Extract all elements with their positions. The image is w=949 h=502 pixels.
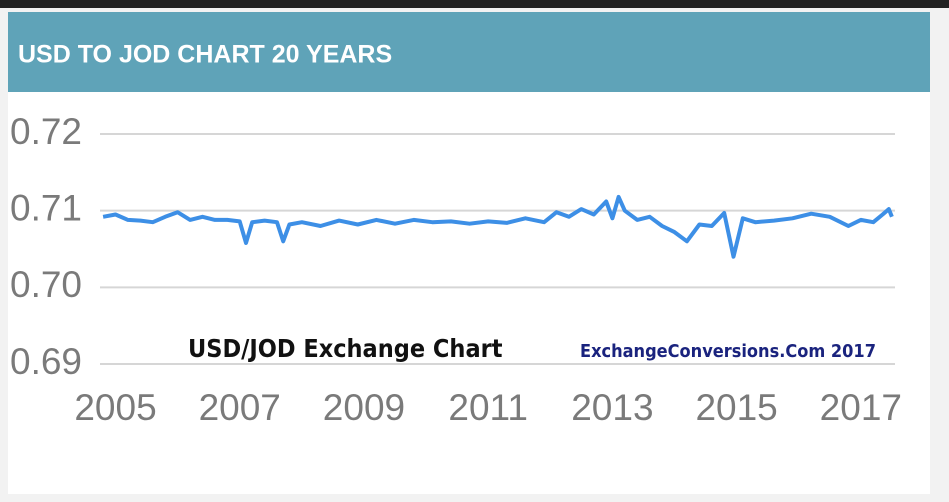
y-tick-label: 0.72 bbox=[10, 111, 82, 152]
x-tick-label: 2005 bbox=[74, 387, 156, 428]
x-tick-label: 2009 bbox=[323, 387, 405, 428]
top-border bbox=[0, 0, 949, 8]
chart-title: USD TO JOD CHART 20 YEARS bbox=[18, 41, 392, 69]
y-tick-label: 0.69 bbox=[10, 341, 82, 382]
card bbox=[8, 12, 930, 494]
y-tick-label: 0.71 bbox=[10, 187, 82, 228]
x-tick-label: 2011 bbox=[448, 387, 528, 428]
x-tick-label: 2015 bbox=[695, 387, 777, 428]
x-tick-label: 2017 bbox=[820, 387, 902, 428]
annotation: ExchangeConversions.Com 2017 bbox=[580, 341, 876, 362]
plot: 0.69 0.70 0.71 0.72 2005 2007 2009 2011 2013 2015… bbox=[10, 111, 902, 428]
y-tick-label: 0.70 bbox=[10, 264, 82, 305]
x-tick-label: 2007 bbox=[199, 387, 281, 428]
x-tick-label: 2013 bbox=[571, 387, 653, 428]
data-line bbox=[102, 194, 894, 259]
annotation: USD/JOD Exchange Chart bbox=[188, 334, 503, 363]
header-bar bbox=[8, 12, 930, 92]
